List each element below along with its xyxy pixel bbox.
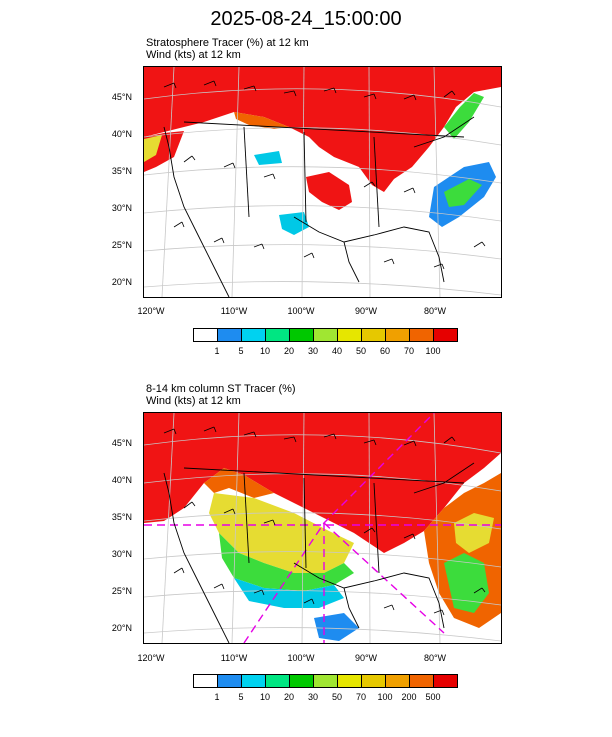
panel-2-lat-label: 35°N bbox=[111, 512, 132, 522]
colorbar-swatch bbox=[218, 329, 242, 341]
panel-2-colorbar-label: 10 bbox=[259, 692, 270, 702]
tracer-edge-orange bbox=[234, 112, 289, 129]
panel-2-colorbar-label: 50 bbox=[331, 692, 342, 702]
panel-1-lon-label: 120°W bbox=[137, 306, 165, 316]
panel-2-lat-label: 25°N bbox=[111, 586, 132, 596]
panel-2-colorbar-label: 30 bbox=[307, 692, 318, 702]
panel-2-lon-label: 120°W bbox=[137, 653, 165, 663]
tracer-blob-cyan-2 bbox=[254, 151, 282, 165]
panel-1-lat-label: 40°N bbox=[111, 129, 132, 139]
tracer-edge-yellow bbox=[144, 135, 162, 162]
tracer-blob-green-east bbox=[444, 179, 482, 207]
tracer-edge-green bbox=[444, 93, 484, 139]
graticule bbox=[144, 413, 501, 643]
panel-1-colorbar-label: 70 bbox=[403, 346, 414, 356]
colorbar-swatch bbox=[218, 675, 242, 687]
panel-2-lat-label: 30°N bbox=[111, 549, 132, 559]
colorbar-swatch bbox=[266, 675, 290, 687]
panel-2-colorbar-label: 1 bbox=[214, 692, 220, 702]
panel-2-colorbar-label: 20 bbox=[283, 692, 294, 702]
tracer-blob-cyan-1 bbox=[279, 212, 309, 235]
panel-1-lon-label: 100°W bbox=[287, 306, 315, 316]
colorbar-swatch bbox=[242, 675, 266, 687]
panel-1-lat-label: 45°N bbox=[111, 92, 132, 102]
panel-1-colorbar-label: 100 bbox=[425, 346, 441, 356]
panel-2-lon-label: 80°W bbox=[423, 653, 447, 663]
colorbar-swatch bbox=[290, 329, 314, 341]
panel-2-lon-label: 90°W bbox=[354, 653, 378, 663]
panel-2-title-line2: Wind (kts) at 12 km bbox=[146, 395, 241, 407]
colorbar-swatch bbox=[194, 329, 218, 341]
panel-2-lat-label: 20°N bbox=[111, 623, 132, 633]
tracer-field-yellow bbox=[209, 493, 354, 573]
tracer-field-east-green bbox=[444, 553, 489, 613]
colorbar-swatch bbox=[410, 675, 434, 687]
panel-1-colorbar bbox=[193, 328, 458, 342]
panel-2-colorbar-label: 100 bbox=[377, 692, 393, 702]
coastlines bbox=[163, 116, 475, 297]
tracer-field-texas bbox=[306, 172, 352, 210]
colorbar-swatch bbox=[362, 675, 386, 687]
panel-1-colorbar-label: 30 bbox=[307, 346, 318, 356]
wind-barbs bbox=[163, 426, 486, 616]
tracer-field-blue-south bbox=[314, 613, 359, 641]
tracer-field-east-yellow bbox=[454, 513, 494, 553]
panel-2-lon-label: 110°W bbox=[220, 653, 248, 663]
main-title: 2025-08-24_15:00:00 bbox=[210, 8, 402, 30]
panel-2-map bbox=[143, 412, 502, 644]
colorbar-swatch bbox=[314, 675, 338, 687]
coastlines bbox=[163, 462, 475, 643]
colorbar-swatch bbox=[242, 329, 266, 341]
panel-1-title-line1: Stratosphere Tracer (%) at 12 km bbox=[146, 37, 309, 49]
colorbar-swatch bbox=[338, 675, 362, 687]
panel-1-colorbar-label: 20 bbox=[283, 346, 294, 356]
colorbar-swatch bbox=[314, 329, 338, 341]
panel-1-colorbar-label: 1 bbox=[214, 346, 220, 356]
panel-1-lat-label: 30°N bbox=[111, 203, 132, 213]
panel-1-lat-label: 20°N bbox=[111, 277, 132, 287]
colorbar-swatch bbox=[290, 675, 314, 687]
panel-1-colorbar-label: 5 bbox=[238, 346, 244, 356]
colorbar-swatch bbox=[338, 329, 362, 341]
tracer-field-cyan bbox=[234, 578, 344, 608]
panel-2-title-line1: 8-14 km column ST Tracer (%) bbox=[146, 383, 296, 395]
panel-1-colorbar-label: 50 bbox=[355, 346, 366, 356]
panel-1-colorbar-label: 60 bbox=[379, 346, 390, 356]
panel-1-lon-label: 90°W bbox=[354, 306, 378, 316]
panel-1-map bbox=[143, 66, 502, 298]
panel-2-colorbar-label: 200 bbox=[401, 692, 417, 702]
panel-1-title-line2: Wind (kts) at 12 km bbox=[146, 49, 241, 61]
panel-1-lat-label: 25°N bbox=[111, 240, 132, 250]
panel-2-colorbar-label: 70 bbox=[355, 692, 366, 702]
panel-1-colorbar-label: 40 bbox=[331, 346, 342, 356]
colorbar-swatch bbox=[266, 329, 290, 341]
colorbar-swatch bbox=[362, 329, 386, 341]
graticule bbox=[144, 67, 501, 297]
wind-barbs bbox=[163, 80, 486, 270]
panel-1-lon-label: 110°W bbox=[220, 306, 248, 316]
colorbar-swatch bbox=[386, 675, 410, 687]
colorbar-swatch bbox=[194, 675, 218, 687]
panel-1-colorbar-label: 10 bbox=[259, 346, 270, 356]
panel-1-lon-label: 80°W bbox=[423, 306, 447, 316]
colorbar-swatch bbox=[386, 329, 410, 341]
panel-2-lat-label: 45°N bbox=[111, 438, 132, 448]
colorbar-swatch bbox=[410, 329, 434, 341]
panel-2-lat-label: 40°N bbox=[111, 475, 132, 485]
panel-2-colorbar bbox=[193, 674, 458, 688]
panel-2-lon-label: 100°W bbox=[287, 653, 315, 663]
panel-2-colorbar-label: 5 bbox=[238, 692, 244, 702]
tracer-field-green bbox=[219, 533, 354, 591]
panel-2-colorbar-label: 500 bbox=[425, 692, 441, 702]
panel-1-lat-label: 35°N bbox=[111, 166, 132, 176]
colorbar-swatch bbox=[434, 675, 457, 687]
colorbar-swatch bbox=[434, 329, 457, 341]
